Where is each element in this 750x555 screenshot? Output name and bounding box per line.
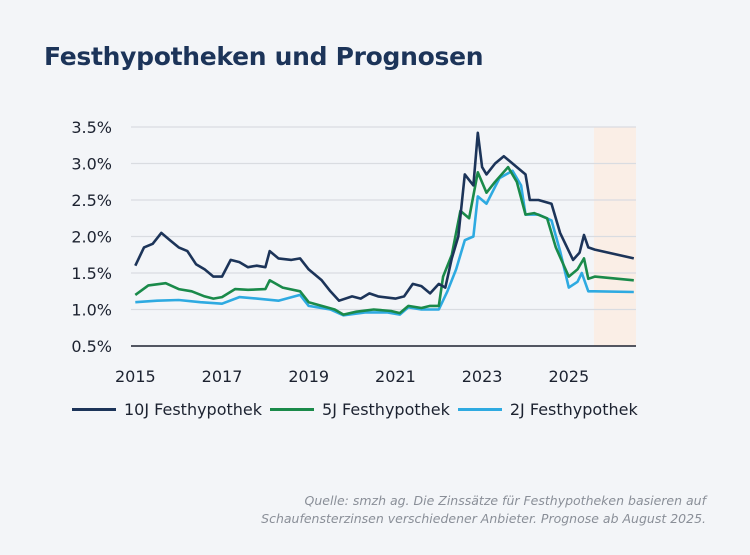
legend-item-5j: 5J Festhypothek (270, 400, 450, 419)
legend-label: 5J Festhypothek (322, 400, 450, 419)
legend-swatch (270, 408, 315, 411)
legend-item-10j: 10J Festhypothek (72, 400, 262, 419)
source-line-2: Schaufensterzinsen verschiedener Anbiete… (261, 511, 706, 526)
y-tick-label: 2.0% (71, 228, 112, 247)
legend-label: 10J Festhypothek (124, 400, 263, 419)
y-tick-label: 1.0% (71, 301, 112, 320)
x-tick-label: 2019 (288, 367, 329, 386)
series-line-5j (134, 165, 634, 316)
legend-item-2j: 2J Festhypothek (457, 400, 638, 419)
legend-swatch (72, 408, 116, 411)
source-note: Quelle: smzh ag. Die Zinssätze für Festh… (261, 492, 706, 528)
x-tick-label: 2023 (462, 367, 503, 386)
legend: 10J Festhypothek 5J Festhypothek 2J Fest… (72, 400, 646, 419)
y-tick-label: 1.5% (71, 264, 112, 283)
x-tick-label: 2015 (115, 367, 156, 386)
x-tick-label: 2021 (375, 367, 416, 386)
page-title: Festhypotheken und Prognosen (44, 42, 484, 71)
y-tick-label: 3.5% (71, 118, 112, 137)
source-line-1: Quelle: smzh ag. Die Zinssätze für Festh… (304, 493, 706, 508)
series-line-2j (135, 169, 634, 317)
y-tick-label: 3.0% (71, 155, 112, 174)
y-tick-label: 0.5% (71, 337, 112, 356)
y-tick-label: 2.5% (71, 191, 112, 210)
x-tick-label: 2025 (548, 367, 589, 386)
legend-label: 2J Festhypothek (509, 400, 638, 419)
series-line-10j (134, 131, 635, 302)
legend-swatch (457, 408, 502, 411)
x-tick-label: 2017 (202, 367, 243, 386)
